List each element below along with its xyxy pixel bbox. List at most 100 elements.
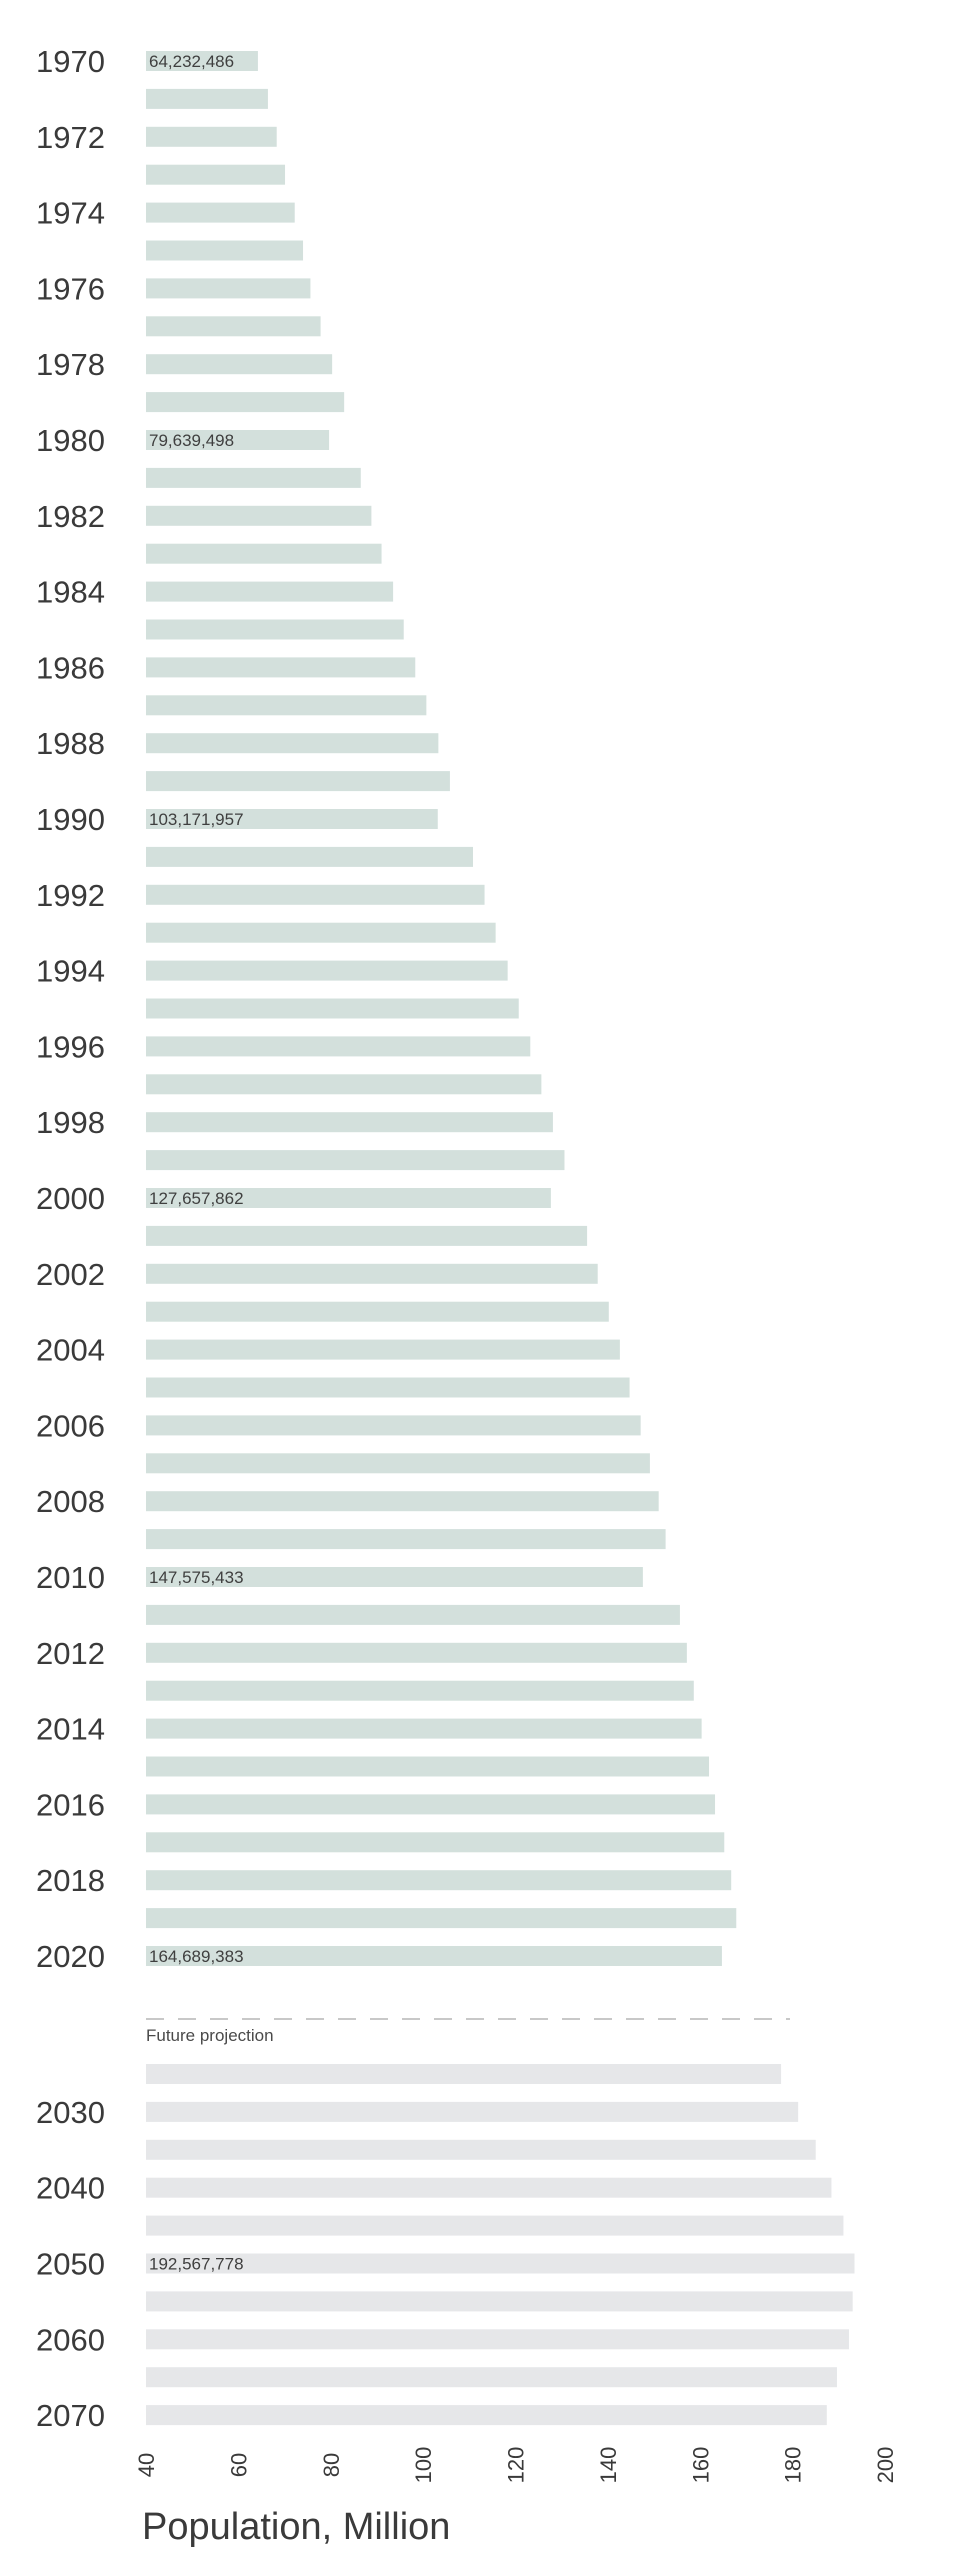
value-label-2050: 192,567,778 (149, 2255, 244, 2274)
tick-label-60: 60 (226, 2453, 251, 2477)
bar-2008 (146, 1491, 659, 1512)
bar-1992 (146, 884, 485, 905)
bar-1982 (146, 505, 372, 526)
bar-2011 (146, 1604, 680, 1625)
year-label-1970: 1970 (36, 44, 105, 79)
year-label-2004: 2004 (36, 1333, 105, 1368)
year-label-1996: 1996 (36, 1029, 105, 1064)
bar-1978 (146, 354, 333, 375)
x-axis-ticks: 40 60 80 100 120 140 160 180 200 (134, 2447, 898, 2484)
year-label-2040: 2040 (36, 2171, 105, 2206)
year-label-2010: 2010 (36, 1560, 105, 1595)
bar-2050 (146, 2253, 855, 2274)
bar-2004 (146, 1339, 620, 1360)
year-label-2008: 2008 (36, 1484, 105, 1519)
value-label-1980: 79,639,498 (149, 431, 234, 450)
bar-1973 (146, 164, 286, 185)
bar-2070 (146, 2405, 827, 2426)
bar-2019 (146, 1908, 737, 1929)
year-label-2050: 2050 (36, 2247, 105, 2282)
year-label-1988: 1988 (36, 726, 105, 761)
tick-label-100: 100 (411, 2447, 436, 2484)
value-label-1970: 64,232,486 (149, 52, 234, 71)
year-label-2018: 2018 (36, 1863, 105, 1898)
projection-bars: 2030 2040 2050 192,567,778 2060 2070 (36, 2064, 855, 2433)
year-label-1984: 1984 (36, 575, 105, 610)
year-label-2030: 2030 (36, 2095, 105, 2130)
bar-2040 (146, 2177, 832, 2198)
year-label-2070: 2070 (36, 2398, 105, 2433)
bar-2006 (146, 1415, 641, 1436)
bar-2018 (146, 1870, 732, 1891)
value-label-2010: 147,575,433 (149, 1568, 244, 1587)
bar-2055 (146, 2291, 853, 2312)
bar-1988 (146, 733, 439, 754)
bar-2020 (146, 1946, 722, 1966)
bar-2009 (146, 1529, 666, 1550)
bar-1981 (146, 467, 361, 488)
bar-1985 (146, 619, 404, 640)
bar-1970 (146, 51, 258, 71)
year-label-1982: 1982 (36, 499, 105, 534)
bar-1975 (146, 240, 304, 261)
bar-1972 (146, 126, 277, 147)
bar-1990 (146, 809, 438, 829)
bar-1989 (146, 771, 450, 792)
tick-label-120: 120 (504, 2447, 529, 2484)
year-label-2002: 2002 (36, 1257, 105, 1292)
year-label-1974: 1974 (36, 196, 105, 231)
bar-1984 (146, 581, 394, 602)
bar-2030 (146, 2101, 799, 2122)
bar-2017 (146, 1832, 725, 1853)
bar-2025 (146, 2064, 782, 2084)
bar-2002 (146, 1263, 598, 1284)
value-label-2020: 164,689,383 (149, 1947, 244, 1966)
bar-2013 (146, 1680, 694, 1701)
bar-1991 (146, 846, 474, 867)
bar-2065 (146, 2367, 837, 2388)
bar-1997 (146, 1074, 542, 1095)
year-label-1992: 1992 (36, 878, 105, 913)
bar-1999 (146, 1150, 565, 1171)
tick-label-160: 160 (688, 2447, 713, 2484)
bar-2007 (146, 1453, 650, 1474)
bar-1987 (146, 695, 427, 716)
historical-bars: 1970 64,232,486 1972 1974 1976 1978 1980 79,639… (36, 44, 737, 1974)
year-label-2014: 2014 (36, 1712, 105, 1747)
tick-label-200: 200 (873, 2447, 898, 2484)
value-label-1990: 103,171,957 (149, 810, 244, 829)
year-label-1972: 1972 (36, 120, 105, 155)
year-label-2020: 2020 (36, 1939, 105, 1974)
bar-1986 (146, 657, 416, 678)
year-label-1976: 1976 (36, 271, 105, 306)
bar-1971 (146, 88, 268, 109)
bar-2000 (146, 1188, 551, 1208)
bar-2005 (146, 1377, 630, 1398)
year-label-2012: 2012 (36, 1636, 105, 1671)
bar-2012 (146, 1642, 687, 1663)
bar-1980 (146, 430, 330, 450)
tick-label-80: 80 (319, 2453, 344, 2477)
bar-2015 (146, 1756, 710, 1777)
bar-1996 (146, 1036, 531, 1057)
year-label-2016: 2016 (36, 1787, 105, 1822)
tick-label-180: 180 (781, 2447, 806, 2484)
bar-2001 (146, 1225, 588, 1246)
year-label-1990: 1990 (36, 802, 105, 837)
year-label-1986: 1986 (36, 650, 105, 685)
bar-2035 (146, 2139, 816, 2160)
bar-1983 (146, 543, 382, 564)
bar-1976 (146, 278, 311, 299)
bar-2045 (146, 2215, 844, 2236)
year-label-2000: 2000 (36, 1181, 105, 1216)
future-projection-label: Future projection (146, 2026, 274, 2045)
bar-2016 (146, 1794, 716, 1815)
year-label-1980: 1980 (36, 423, 105, 458)
tick-label-40: 40 (134, 2453, 159, 2477)
year-label-2060: 2060 (36, 2322, 105, 2357)
year-label-1998: 1998 (36, 1105, 105, 1140)
bar-2010 (146, 1567, 643, 1587)
tick-label-140: 140 (596, 2447, 621, 2484)
bar-2003 (146, 1301, 609, 1322)
